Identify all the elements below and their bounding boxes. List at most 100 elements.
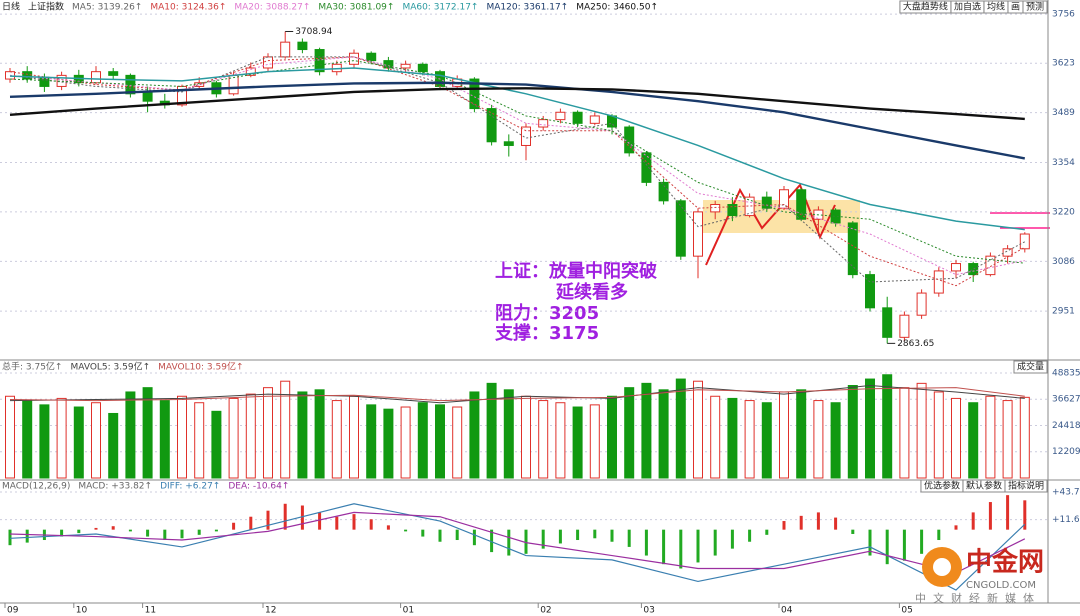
candle-body bbox=[899, 314, 910, 338]
macd-bar bbox=[851, 529, 855, 534]
panel-button[interactable]: 指标说明 bbox=[1008, 480, 1044, 492]
macd-bar bbox=[834, 517, 838, 530]
legend-item: MA5: 3139.26↑ bbox=[72, 3, 142, 13]
volume-bar bbox=[56, 397, 67, 479]
y-tick-label: 3623 bbox=[1052, 59, 1075, 69]
candle-body bbox=[796, 189, 807, 220]
x-tick-label: 03 bbox=[643, 606, 654, 616]
macd-bar bbox=[146, 529, 150, 537]
macd-bar bbox=[25, 529, 29, 543]
ma-line bbox=[9, 67, 1025, 231]
ma-line bbox=[9, 81, 1026, 160]
volume-bar bbox=[331, 400, 342, 479]
macd-bar bbox=[558, 529, 562, 544]
volume-bar bbox=[91, 402, 101, 479]
macd-bar bbox=[730, 529, 734, 549]
macd-bar bbox=[94, 527, 98, 530]
legend-item: MA120: 3361.17↑ bbox=[486, 3, 568, 13]
candle-body bbox=[933, 270, 944, 294]
candle-body bbox=[263, 56, 273, 69]
candle-body bbox=[280, 41, 291, 58]
toolbar-button-box[interactable] bbox=[899, 0, 952, 14]
macd-bar bbox=[180, 529, 184, 539]
volume-bar bbox=[452, 406, 463, 479]
macd-bar bbox=[954, 525, 958, 530]
candle-body bbox=[521, 126, 531, 146]
candle-body bbox=[779, 189, 789, 209]
macd-bar bbox=[748, 529, 752, 542]
y-tick-label: 3354 bbox=[1052, 158, 1075, 168]
volume-bar bbox=[555, 402, 566, 479]
candle-body bbox=[761, 196, 772, 209]
volume-bar bbox=[22, 400, 33, 479]
candle-body bbox=[108, 71, 119, 76]
toolbar-button[interactable]: 预测 bbox=[1026, 2, 1044, 13]
candle-body bbox=[56, 74, 67, 87]
macd-bar bbox=[1023, 500, 1027, 530]
volume-bar bbox=[39, 404, 50, 479]
candle-body bbox=[985, 255, 996, 276]
legend-item: 总手: 3.75亿↑ bbox=[2, 361, 62, 373]
macd-bar bbox=[197, 529, 201, 535]
toolbar-button[interactable]: 均线 bbox=[987, 1, 1005, 13]
legend-item: 上证指数 bbox=[28, 1, 64, 13]
x-tick-label: 09 bbox=[7, 606, 19, 616]
macd-bar bbox=[610, 529, 614, 542]
x-tick-label: 12 bbox=[265, 606, 276, 616]
panel-button-box[interactable] bbox=[1013, 360, 1048, 374]
legend-item: MAVOL5: 3.59亿↑ bbox=[70, 361, 150, 373]
panel-button[interactable]: 优选参数 bbox=[924, 480, 960, 492]
legend-item: MA10: 3124.36↑ bbox=[150, 3, 226, 13]
legend-item: MA20: 3088.27↑ bbox=[234, 3, 310, 13]
macd-bar bbox=[1006, 495, 1010, 530]
y-tick-label: 3086 bbox=[1052, 257, 1075, 267]
macd-bar bbox=[111, 526, 115, 530]
note: 支撑：3175 bbox=[494, 322, 599, 344]
candle-body bbox=[91, 71, 101, 84]
logo bbox=[933, 558, 951, 576]
toolbar-button[interactable]: 大盘趋势线 bbox=[903, 1, 948, 13]
macd-bar bbox=[163, 529, 167, 541]
volume-bar bbox=[177, 395, 187, 479]
macd-bar bbox=[696, 529, 700, 563]
volume-bar bbox=[847, 385, 858, 479]
macd-bar bbox=[902, 529, 906, 561]
toolbar-button[interactable]: 加自选 bbox=[954, 1, 981, 13]
candle-body bbox=[297, 41, 308, 51]
volume-bar bbox=[469, 391, 480, 479]
legend-item: 日线 bbox=[2, 1, 20, 13]
volume-bar bbox=[779, 391, 789, 479]
candle-body bbox=[245, 67, 256, 76]
candle-body bbox=[1019, 233, 1030, 250]
macd-bar bbox=[816, 512, 820, 530]
volume-bar bbox=[813, 400, 824, 479]
macd-bar bbox=[266, 510, 270, 530]
macd-bar bbox=[593, 529, 597, 539]
x-tick-label: 05 bbox=[901, 606, 912, 616]
x-tick-label: 04 bbox=[781, 606, 793, 616]
volume-bar bbox=[710, 395, 721, 479]
panel-button-box[interactable] bbox=[920, 479, 964, 493]
macd-bar bbox=[937, 529, 941, 541]
candle-body bbox=[555, 111, 566, 121]
candle-body bbox=[1002, 248, 1013, 257]
volume-bar bbox=[727, 397, 738, 479]
candle-body bbox=[865, 274, 875, 309]
macd-bar bbox=[472, 529, 476, 546]
panel-button[interactable]: 默认参数 bbox=[966, 480, 1002, 492]
panel-button[interactable]: 成交量 bbox=[1017, 361, 1044, 373]
volume-bar bbox=[830, 402, 841, 479]
ma-line bbox=[9, 511, 1026, 574]
macd-bar bbox=[799, 515, 803, 530]
y-tick-label: 36627 bbox=[1052, 395, 1080, 405]
legend-item: MACD(12,26,9) bbox=[2, 482, 70, 492]
x-tick-label: 11 bbox=[145, 606, 156, 616]
macd-bar bbox=[386, 525, 390, 530]
candle-body bbox=[349, 52, 359, 65]
candle-body bbox=[830, 209, 841, 224]
legend-item: MACD: +33.82↑ bbox=[78, 482, 152, 492]
volume-bar bbox=[589, 404, 600, 479]
macd-bar bbox=[283, 503, 287, 530]
toolbar-button[interactable]: 画 bbox=[1011, 2, 1020, 13]
